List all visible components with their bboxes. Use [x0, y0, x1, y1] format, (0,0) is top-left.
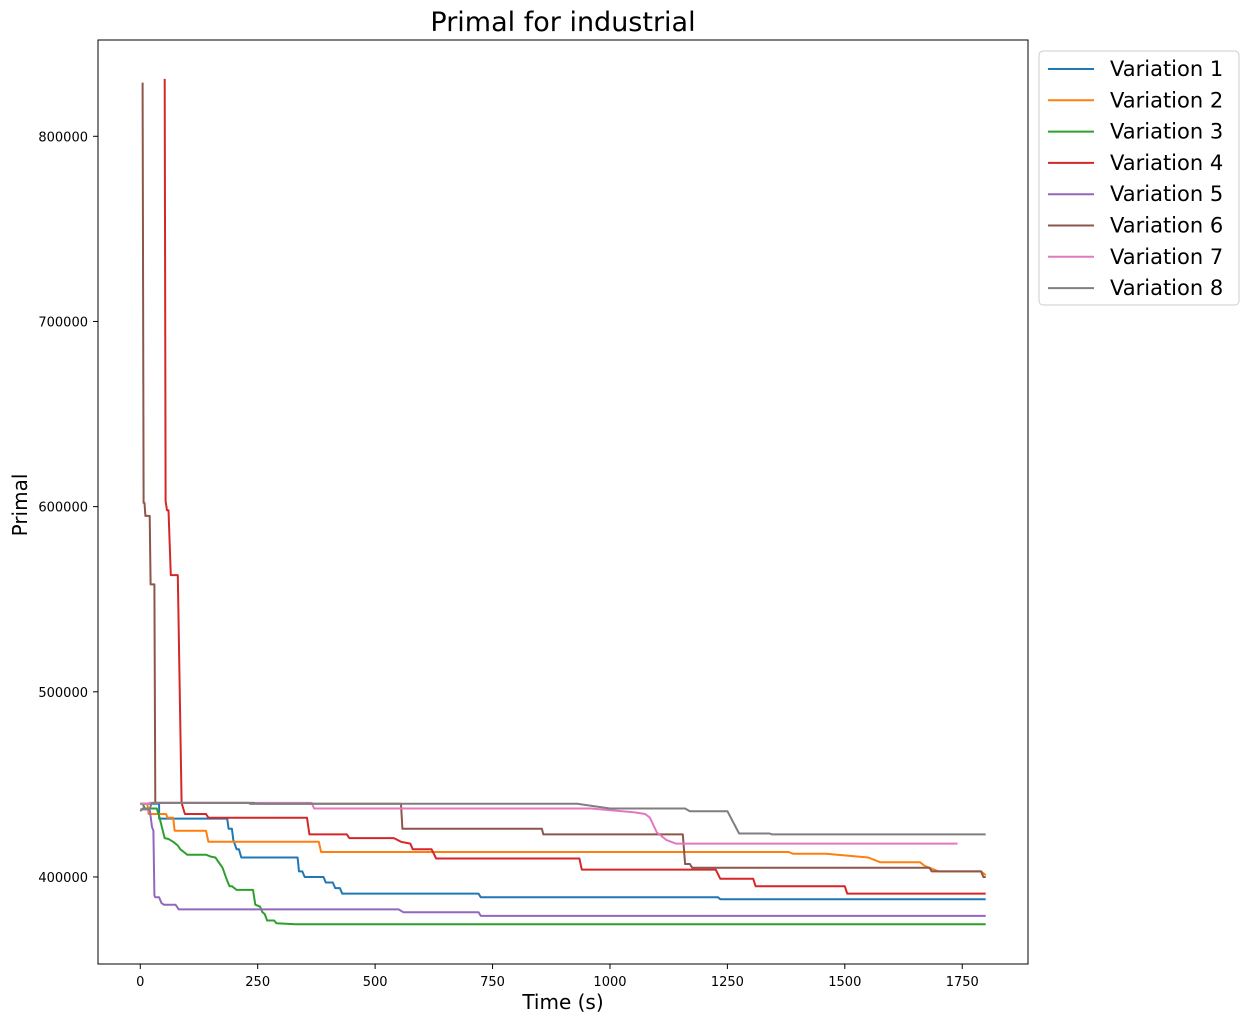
legend-label-2: Variation 2: [1110, 88, 1223, 112]
legend-box: [1038, 50, 1240, 306]
x-tick-label: 250: [245, 975, 270, 990]
x-tick-label: 750: [480, 975, 505, 990]
series-line-2: [140, 802, 987, 876]
plot-area: [97, 39, 1029, 965]
chart-title: Primal for industrial: [430, 7, 695, 38]
x-tick-label: 500: [363, 975, 388, 990]
legend-label-4: Variation 4: [1110, 151, 1223, 175]
series-line-5: [140, 808, 986, 917]
y-tick-label: 400000: [38, 871, 88, 886]
legend-label-1: Variation 1: [1110, 57, 1223, 81]
x-tick-label: 0: [136, 975, 144, 990]
y-tick-label: 600000: [38, 501, 88, 516]
x-tick-label: 1000: [593, 975, 626, 990]
legend-label-7: Variation 7: [1110, 245, 1223, 269]
series-line-4: [163, 78, 986, 895]
series-line-6: [141, 82, 986, 878]
series-line-7: [140, 801, 958, 845]
legend-label-5: Variation 5: [1110, 182, 1223, 206]
y-axis-ticks: 400000 500000 600000 700000 800000: [38, 130, 98, 886]
legend-label-6: Variation 6: [1110, 214, 1223, 238]
plot-frame: [97, 39, 1029, 965]
x-axis-label: Time (s): [521, 990, 603, 1014]
x-tick-label: 1500: [828, 975, 861, 990]
series-line-1: [140, 802, 986, 901]
series-line-3: [140, 802, 986, 926]
x-axis-ticks: 0 250 500 750 1000 1250 1500 1750: [136, 964, 979, 990]
series-line-8: [139, 801, 986, 836]
y-tick-label: 800000: [38, 130, 88, 145]
legend-label-8: Variation 8: [1110, 276, 1223, 300]
legend-label-3: Variation 3: [1110, 120, 1223, 144]
legend: Variation 1 Variation 2 Variation 3 Variati…: [1038, 50, 1240, 306]
x-tick-label: 1250: [711, 975, 744, 990]
x-tick-label: 1750: [946, 975, 979, 990]
y-tick-label: 700000: [38, 315, 88, 330]
y-axis-label: Primal: [8, 474, 32, 537]
y-tick-label: 500000: [38, 686, 88, 701]
